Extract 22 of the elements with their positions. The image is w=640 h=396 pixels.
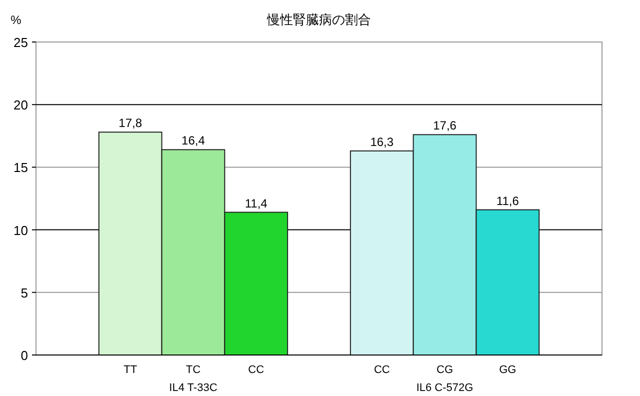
chart-title: 慢性腎臓病の割合 xyxy=(266,12,371,27)
data-label: 17,8 xyxy=(118,116,142,130)
y-tick-label: 0 xyxy=(20,348,28,363)
x-tick-label: CC xyxy=(374,364,390,376)
data-label: 11,4 xyxy=(244,196,268,210)
data-label: 16,3 xyxy=(370,134,394,149)
data-label: 17,6 xyxy=(433,118,457,133)
y-tick-label: 25 xyxy=(14,35,28,50)
text: IL4 T-33C xyxy=(169,382,218,394)
x-tick-label: TT xyxy=(124,364,138,376)
x-tick-label: CC xyxy=(248,364,264,376)
data-label: 11,6 xyxy=(496,194,520,208)
text: IL6 C-572G xyxy=(416,382,474,394)
y-tick-label: 5 xyxy=(20,285,28,300)
y-tick-label: 20 xyxy=(14,98,28,113)
y-tick-label: 15 xyxy=(14,160,28,176)
x-tick-label: GG xyxy=(499,364,516,376)
x-tick-label: CG xyxy=(436,364,454,376)
y-tick-label: 10 xyxy=(14,222,28,238)
x-tick-label: TC xyxy=(186,364,201,376)
y-axis-title: % xyxy=(10,13,22,27)
data-label: 16,4 xyxy=(182,134,206,148)
